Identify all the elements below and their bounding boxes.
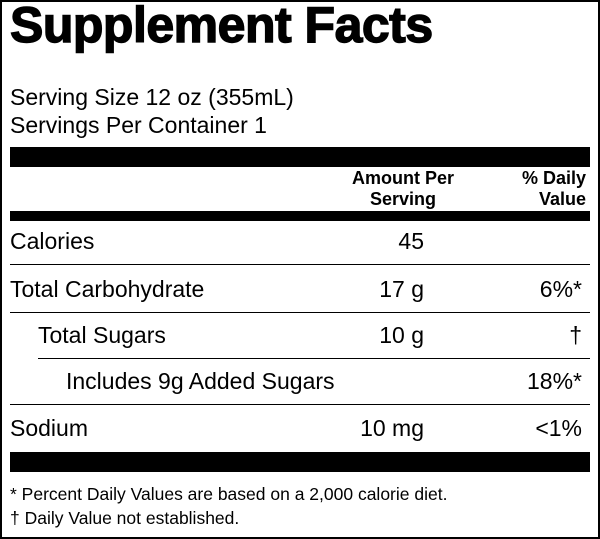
thick-divider-top (10, 147, 590, 167)
panel-title: Supplement Facts (9, 0, 434, 54)
nutrient-amount-total-carbohydrate: 17 g (379, 276, 424, 302)
nutrient-label-added-sugars: Includes 9g Added Sugars (66, 368, 335, 394)
nutrient-label-total-carbohydrate: Total Carbohydrate (10, 276, 205, 302)
servings-per-container: Servings Per Container 1 (10, 112, 267, 138)
column-header-amount-line1: Amount Per (351, 168, 454, 188)
footnote-percent-daily-values: * Percent Daily Values are based on a 2,… (10, 484, 448, 504)
column-header-dv-line1: % Daily (521, 168, 586, 188)
nutrient-label-total-sugars: Total Sugars (38, 322, 166, 348)
nutrient-amount-total-sugars: 10 g (379, 322, 424, 348)
column-header-dv-line2: Value (538, 189, 586, 209)
nutrient-amount-sodium: 10 mg (360, 415, 424, 441)
thick-divider-bottom (10, 452, 590, 472)
row-divider (10, 312, 590, 313)
row-divider (10, 404, 590, 405)
nutrient-dv-added-sugars: 18%* (527, 368, 582, 394)
nutrient-dv-total-sugars: † (569, 322, 582, 348)
nutrient-dv-total-carbohydrate: 6%* (539, 276, 582, 302)
row-divider (10, 264, 590, 265)
column-header-amount-line2: Serving (369, 189, 437, 209)
nutrient-dv-sodium: <1% (535, 415, 582, 441)
medium-divider (10, 211, 590, 221)
row-divider (38, 358, 590, 359)
column-header-daily-value: % Daily Value (492, 168, 586, 210)
footnote-daily-value-not-established: † Daily Value not established. (10, 508, 240, 528)
nutrient-amount-calories: 45 (398, 228, 424, 254)
serving-size: Serving Size 12 oz (355mL) (10, 84, 294, 110)
nutrient-label-sodium: Sodium (10, 415, 88, 441)
nutrient-label-calories: Calories (10, 228, 95, 254)
column-header-amount: Amount Per Serving (334, 168, 472, 210)
